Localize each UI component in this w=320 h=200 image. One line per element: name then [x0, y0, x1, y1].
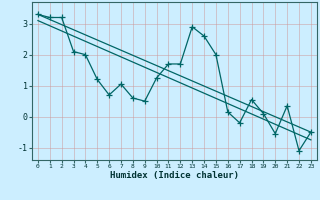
X-axis label: Humidex (Indice chaleur): Humidex (Indice chaleur) — [110, 171, 239, 180]
